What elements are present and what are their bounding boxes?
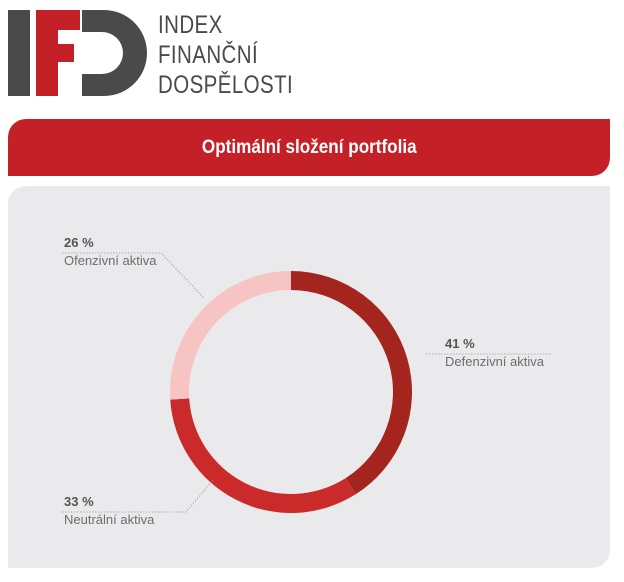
slice-defensive [291, 271, 412, 495]
page-title: Optimální složení portfolia [201, 136, 417, 158]
title-banner: Optimální složení portfolia [8, 119, 610, 176]
chart-panel: 41 % Defenzivní aktiva 33 % Neutrální aktiv… [8, 186, 610, 568]
slice-label-offensive: Ofenzivní aktiva [64, 253, 157, 268]
brand-name-line-3: DOSPĚLOSTI [158, 71, 294, 99]
brand-name-line-2: FINANČNÍ [158, 41, 259, 69]
ifd-logo-icon [8, 10, 147, 96]
slice-value-neutral: 33 % [64, 494, 94, 509]
slice-label-defensive: Defenzivní aktiva [445, 354, 545, 369]
slice-value-defensive: 41 % [445, 336, 475, 351]
leader-line-neutral [62, 479, 214, 513]
slice-offensive [170, 271, 291, 400]
logo: INDEX FINANČNÍ DOSPĚLOSTI [8, 8, 298, 100]
brand-name-line-1: INDEX [158, 11, 223, 39]
donut-chart: 41 % Defenzivní aktiva 33 % Neutrální aktiv… [62, 235, 551, 527]
leader-line-offensive [62, 252, 205, 299]
brand-name: INDEX FINANČNÍ DOSPĚLOSTI [158, 10, 293, 100]
slice-label-neutral: Neutrální aktiva [64, 512, 155, 527]
slice-neutral [170, 398, 356, 513]
slice-value-offensive: 26 % [64, 235, 94, 250]
